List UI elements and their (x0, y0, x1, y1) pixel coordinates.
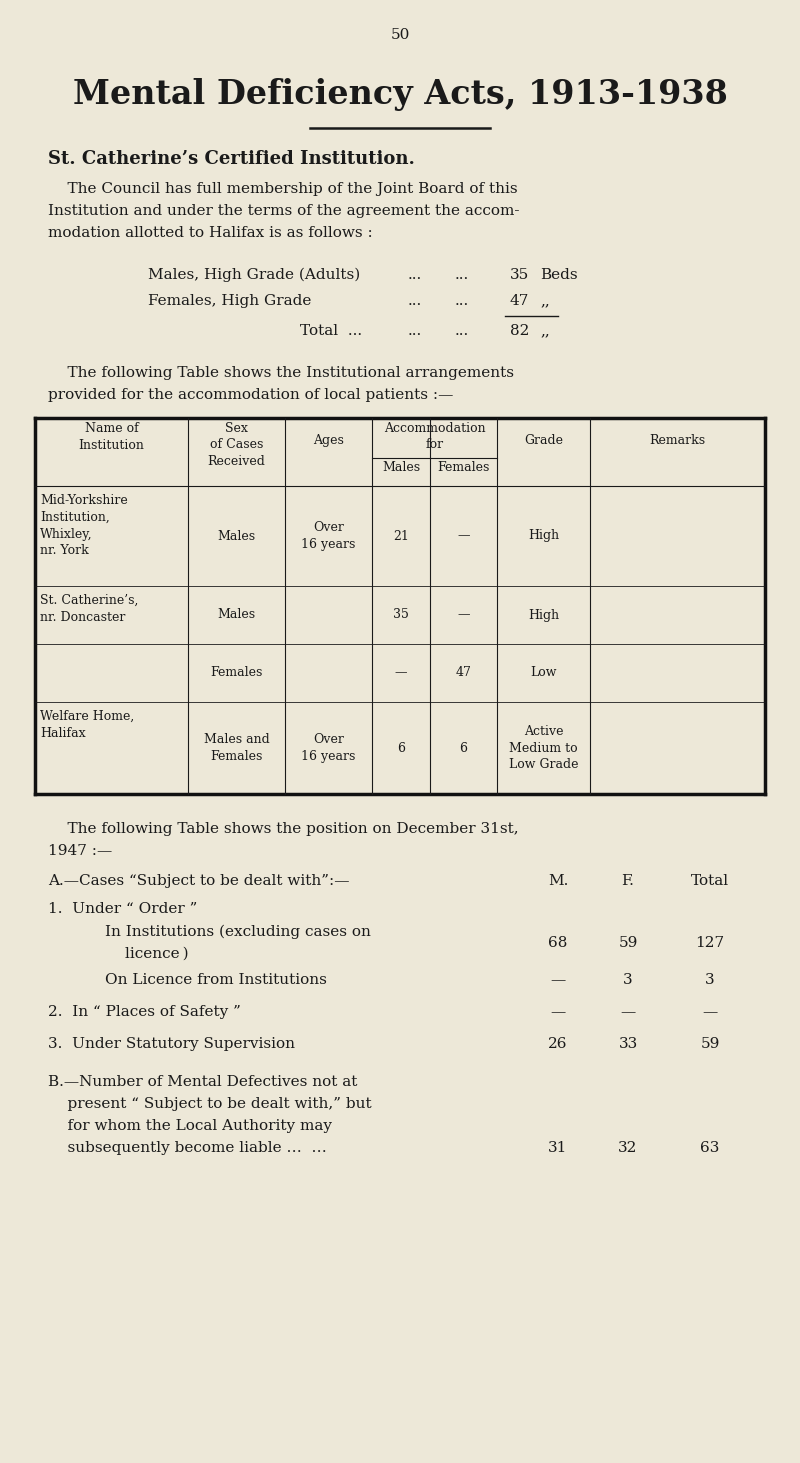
Text: 68: 68 (548, 936, 568, 949)
Text: ...: ... (408, 268, 422, 282)
Text: St. Catherine’s,
nr. Doncaster: St. Catherine’s, nr. Doncaster (40, 594, 138, 623)
Text: Sex
of Cases
Received: Sex of Cases Received (207, 421, 266, 468)
Text: licence ): licence ) (125, 947, 189, 961)
Text: F.: F. (622, 873, 634, 888)
Text: 32: 32 (618, 1141, 638, 1154)
Text: subsequently become liable …  …: subsequently become liable … … (48, 1141, 326, 1154)
Text: Welfare Home,
Halifax: Welfare Home, Halifax (40, 710, 134, 740)
Text: Grade: Grade (524, 435, 563, 448)
Text: The Council has full membership of the Joint Board of this: The Council has full membership of the J… (48, 181, 518, 196)
Text: On Licence from Institutions: On Licence from Institutions (105, 973, 327, 988)
Text: 2.  In “ Places of Safety ”: 2. In “ Places of Safety ” (48, 1005, 241, 1020)
Text: 3: 3 (705, 973, 715, 988)
Text: for whom the Local Authority may: for whom the Local Authority may (48, 1119, 332, 1132)
Text: Males: Males (218, 530, 255, 543)
Text: ...: ... (455, 323, 470, 338)
Text: St. Catherine’s Certified Institution.: St. Catherine’s Certified Institution. (48, 151, 415, 168)
Text: 21: 21 (393, 530, 409, 543)
Text: 82: 82 (510, 323, 530, 338)
Text: 35: 35 (510, 268, 530, 282)
Text: present “ Subject to be dealt with,” but: present “ Subject to be dealt with,” but (48, 1097, 372, 1110)
Text: ,,: ,, (540, 294, 550, 309)
Text: 33: 33 (618, 1037, 638, 1050)
Text: Mental Deficiency Acts, 1913-1938: Mental Deficiency Acts, 1913-1938 (73, 78, 727, 111)
Text: Females, High Grade: Females, High Grade (148, 294, 311, 309)
Text: ...: ... (455, 294, 470, 309)
Text: —: — (550, 1005, 566, 1020)
Text: 1.  Under “ Order ”: 1. Under “ Order ” (48, 903, 198, 916)
Text: 47: 47 (455, 667, 471, 679)
Text: Remarks: Remarks (650, 435, 706, 448)
Text: ,,: ,, (540, 323, 550, 338)
Text: provided for the accommodation of local patients :—: provided for the accommodation of local … (48, 388, 454, 402)
Text: 127: 127 (695, 936, 725, 949)
Text: —: — (458, 530, 470, 543)
Text: modation allotted to Halifax is as follows :: modation allotted to Halifax is as follo… (48, 225, 373, 240)
Text: ...: ... (408, 294, 422, 309)
Text: —: — (550, 973, 566, 988)
Text: 59: 59 (618, 936, 638, 949)
Text: —: — (394, 667, 407, 679)
Text: Total  ...: Total ... (300, 323, 362, 338)
Text: A.—Cases “Subject to be dealt with”:—: A.—Cases “Subject to be dealt with”:— (48, 873, 350, 888)
Text: Over
16 years: Over 16 years (302, 733, 356, 762)
Text: Males: Males (382, 461, 420, 474)
Text: 59: 59 (700, 1037, 720, 1050)
Text: The following Table shows the position on December 31st,: The following Table shows the position o… (48, 822, 518, 835)
Text: 6: 6 (397, 742, 405, 755)
Text: Males and
Females: Males and Females (204, 733, 270, 762)
Text: 50: 50 (390, 28, 410, 42)
Text: Total: Total (691, 873, 729, 888)
Text: Females: Females (210, 667, 262, 679)
Text: ...: ... (408, 323, 422, 338)
Text: 63: 63 (700, 1141, 720, 1154)
Text: Accommodation
for: Accommodation for (384, 421, 486, 452)
Text: Males, High Grade (Adults): Males, High Grade (Adults) (148, 268, 360, 282)
Text: 31: 31 (548, 1141, 568, 1154)
Text: Beds: Beds (540, 268, 578, 282)
Text: M.: M. (548, 873, 568, 888)
Text: 3: 3 (623, 973, 633, 988)
Text: High: High (528, 530, 559, 543)
Text: The following Table shows the Institutional arrangements: The following Table shows the Institutio… (48, 366, 514, 380)
Text: 6: 6 (459, 742, 467, 755)
Text: 3.  Under Statutory Supervision: 3. Under Statutory Supervision (48, 1037, 295, 1050)
Text: Mid-Yorkshire
Institution,
Whixley,
nr. York: Mid-Yorkshire Institution, Whixley, nr. … (40, 494, 128, 557)
Text: 1947 :—: 1947 :— (48, 844, 112, 857)
Text: —: — (620, 1005, 636, 1020)
Text: Low: Low (530, 667, 557, 679)
Text: Institution and under the terms of the agreement the accom-: Institution and under the terms of the a… (48, 203, 519, 218)
Text: B.—Number of Mental Defectives not at: B.—Number of Mental Defectives not at (48, 1075, 358, 1088)
Text: Over
16 years: Over 16 years (302, 521, 356, 550)
Text: 47: 47 (510, 294, 530, 309)
Text: In Institutions (excluding cases on: In Institutions (excluding cases on (105, 925, 371, 939)
Text: 35: 35 (393, 609, 409, 622)
Text: Name of
Institution: Name of Institution (78, 421, 145, 452)
Text: Males: Males (218, 609, 255, 622)
Text: Active
Medium to
Low Grade: Active Medium to Low Grade (509, 726, 578, 771)
Text: —: — (702, 1005, 718, 1020)
Text: 26: 26 (548, 1037, 568, 1050)
Text: High: High (528, 609, 559, 622)
Text: Females: Females (438, 461, 490, 474)
Text: —: — (458, 609, 470, 622)
Text: ...: ... (455, 268, 470, 282)
Text: Ages: Ages (313, 435, 344, 448)
